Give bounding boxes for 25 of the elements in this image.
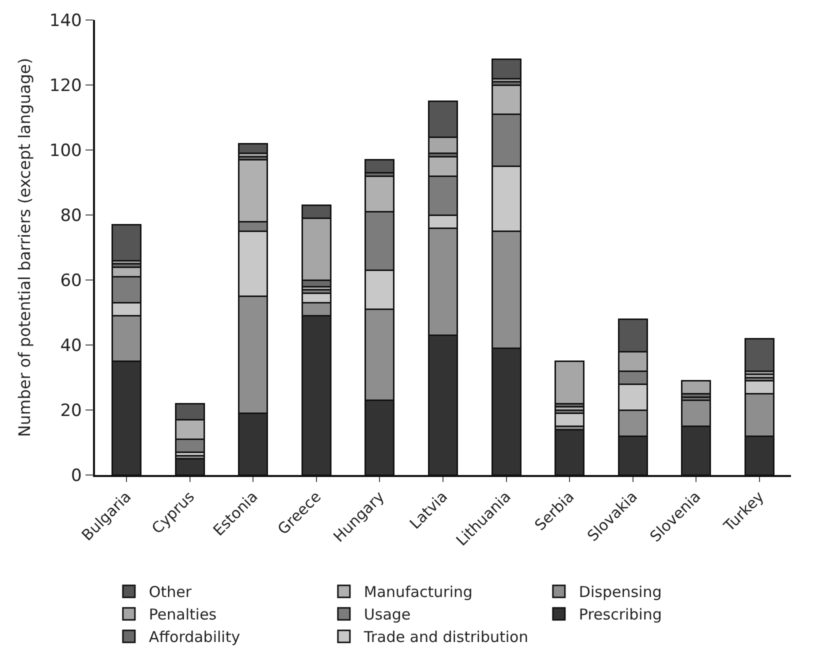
bar — [112, 224, 142, 262]
y-tick-label: 100 — [49, 140, 82, 161]
y-axis-title: Number of potential barriers (except language) — [14, 58, 34, 438]
legend-label: Trade and distribution — [362, 628, 528, 646]
y-tick-label: 60 — [60, 270, 82, 291]
bar — [681, 380, 712, 394]
legend-label: Prescribing — [578, 606, 662, 624]
bar — [491, 58, 522, 80]
y-tick-label: 40 — [60, 336, 82, 356]
bar — [744, 338, 774, 372]
y-tick-label: 20 — [60, 400, 82, 421]
y-tick-label: 0 — [71, 466, 82, 486]
legend-label: Affordability — [148, 628, 240, 646]
y-tick-label: 80 — [60, 206, 82, 226]
legend-label: Dispensing — [578, 583, 662, 602]
y-tick-label: 140 — [49, 10, 82, 31]
legend-label: Other — [148, 583, 192, 602]
y-tick-label: 120 — [49, 76, 82, 96]
bar — [364, 159, 395, 174]
legend-label: Usage — [364, 606, 411, 624]
bar — [238, 142, 268, 154]
bar — [554, 412, 585, 427]
bar — [554, 360, 585, 404]
legend-label: Manufacturing — [364, 583, 473, 602]
legend-label: Penalties — [148, 606, 217, 624]
